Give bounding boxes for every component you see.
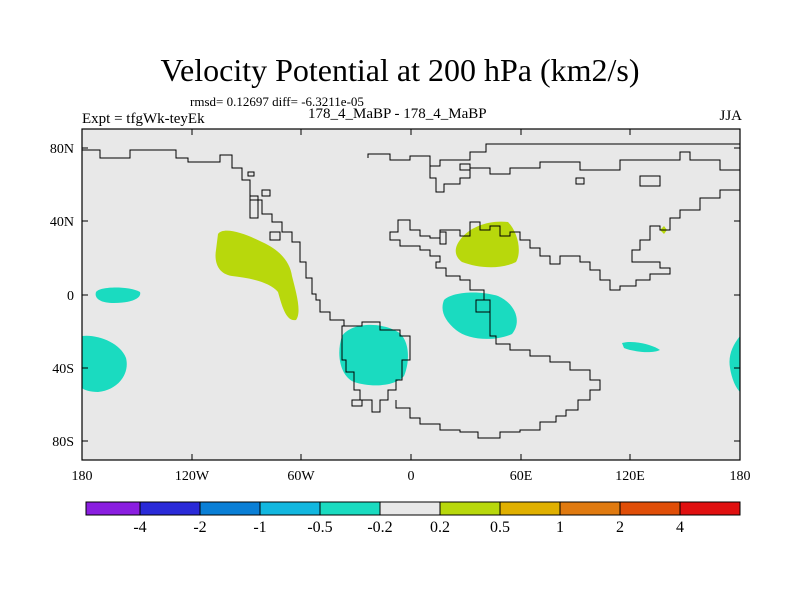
lat-tick-label: 40N bbox=[50, 215, 74, 230]
lon-tick-label: 120E bbox=[615, 469, 645, 484]
positive-anomaly-region bbox=[215, 230, 299, 321]
lat-tick-label: 80S bbox=[52, 435, 74, 450]
coastline bbox=[341, 321, 411, 413]
colorbar-label: 1 bbox=[556, 519, 564, 536]
lon-tick-label: 180 bbox=[72, 469, 93, 484]
experiment-label: Expt = tfgWk-teyEk bbox=[82, 111, 205, 127]
negative-anomaly-region bbox=[339, 324, 408, 386]
colorbar-label: 4 bbox=[676, 519, 684, 536]
negative-anomaly-region bbox=[622, 341, 660, 353]
coastline bbox=[459, 163, 661, 187]
lat-tick-label: 40S bbox=[52, 362, 74, 377]
axis-ticks bbox=[81, 129, 741, 460]
negative-anomaly-region bbox=[442, 292, 517, 339]
colorbar-label: 2 bbox=[616, 519, 624, 536]
colorbar-label: -0.2 bbox=[367, 519, 392, 536]
positive-anomaly-region bbox=[455, 221, 519, 268]
negative-anomaly-region bbox=[82, 335, 127, 392]
colorbar-label: 0.5 bbox=[490, 519, 510, 536]
negative-anomaly-region bbox=[729, 336, 740, 392]
lat-tick-label: 0 bbox=[67, 289, 74, 304]
colorbar-box bbox=[259, 501, 321, 516]
colorbar-box bbox=[199, 501, 261, 516]
colorbar-label: 0.2 bbox=[430, 519, 450, 536]
colorbar-box bbox=[559, 501, 621, 516]
colorbar-box bbox=[679, 501, 741, 516]
colorbar-box bbox=[379, 501, 441, 516]
longitude-labels: 180 120W 60W 0 60E 120E 180 bbox=[72, 469, 751, 484]
coastline bbox=[247, 171, 281, 241]
coastline bbox=[429, 151, 740, 193]
latitude-labels: 80N 40N 0 40S 80S bbox=[50, 142, 74, 450]
season-label: JJA bbox=[719, 108, 742, 124]
lat-tick-label: 80N bbox=[50, 142, 74, 157]
colorbar-box bbox=[439, 501, 501, 516]
colorbar bbox=[85, 501, 741, 516]
colorbar-box bbox=[499, 501, 561, 516]
colorbar-label: -4 bbox=[133, 519, 146, 536]
colorbar-label: -0.5 bbox=[307, 519, 332, 536]
colorbar-box bbox=[139, 501, 201, 516]
map-title: Velocity Potential at 200 hPa (km2/s) bbox=[160, 52, 640, 88]
colorbar-box bbox=[319, 501, 381, 516]
colorbar-label: -1 bbox=[253, 519, 266, 536]
lon-tick-label: 180 bbox=[730, 469, 751, 484]
coastline bbox=[351, 399, 363, 407]
continent-outlines bbox=[82, 143, 740, 439]
negative-anomaly-region bbox=[95, 287, 141, 303]
coastline bbox=[395, 255, 601, 439]
colorbar-box bbox=[619, 501, 681, 516]
colorbar-labels: -4 -2 -1 -0.5 -0.2 0.2 0.5 1 2 4 bbox=[133, 519, 684, 536]
coastline bbox=[82, 149, 360, 327]
map-background bbox=[82, 129, 740, 460]
lon-tick-label: 0 bbox=[408, 469, 415, 484]
colorbar-label: -2 bbox=[193, 519, 206, 536]
case-label: 178_4_MaBP - 178_4_MaBP bbox=[308, 106, 487, 122]
coastline bbox=[439, 231, 491, 313]
coastline bbox=[389, 189, 740, 291]
lon-tick-label: 60W bbox=[287, 469, 315, 484]
stats-label: rmsd= 0.12697 diff= -6.3211e-05 bbox=[190, 94, 364, 109]
lon-tick-label: 60E bbox=[510, 469, 533, 484]
colorbar-box bbox=[85, 501, 141, 516]
lon-tick-label: 120W bbox=[175, 469, 210, 484]
